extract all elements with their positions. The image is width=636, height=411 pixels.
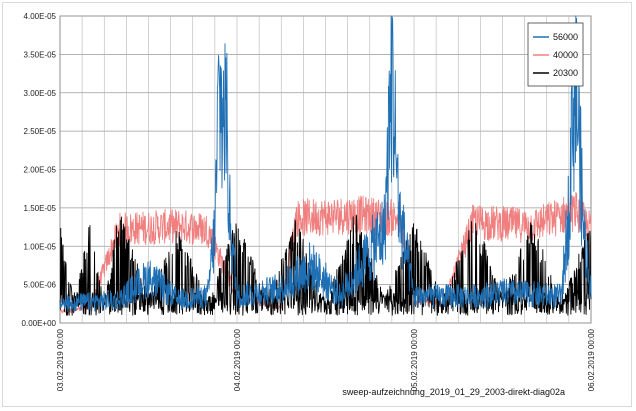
legend-label-20300: 20300 [553, 68, 578, 78]
series-line-40000 [59, 192, 592, 314]
chart-caption: sweep-aufzeichnung_2019_01_29_2003-direk… [342, 387, 565, 397]
x-tick-label: 04.02.2019 00:00 [233, 328, 242, 391]
series-layer [59, 15, 592, 316]
y-tick-label: 1.00E-05 [24, 242, 57, 251]
chart-frame: 0.00E+00 5.00E-06 1.00E-05 1.50E-05 2.00E-05… [2, 2, 632, 407]
y-tick-label: 2.50E-05 [24, 127, 57, 136]
y-tick-label: 3.00E-05 [24, 89, 57, 98]
y-tick-label: 0.00E+00 [22, 319, 57, 328]
legend-label-56000: 56000 [553, 32, 578, 42]
legend-label-40000: 40000 [553, 50, 578, 60]
y-axis-ticks: 0.00E+00 5.00E-06 1.00E-05 1.50E-05 2.00E-05… [22, 12, 57, 328]
x-tick-label: 05.02.2019 00:00 [410, 328, 419, 391]
y-tick-label: 2.00E-05 [24, 166, 57, 175]
x-tick-label: 03.02.2019 00:00 [56, 328, 65, 391]
y-tick-label: 1.50E-05 [24, 204, 57, 213]
chart-svg: 0.00E+00 5.00E-06 1.00E-05 1.50E-05 2.00E-05… [22, 12, 596, 397]
x-axis-ticks: 03.02.2019 00:00 04.02.2019 00:00 05.02.20… [56, 328, 596, 391]
series-line-56000 [59, 15, 592, 313]
x-tick-label: 06.02.2019 00:00 [587, 328, 596, 391]
y-tick-label: 4.00E-05 [24, 12, 57, 21]
y-tick-label: 5.00E-06 [24, 281, 57, 290]
legend: 56000 40000 20300 [527, 22, 584, 87]
y-tick-label: 3.50E-05 [24, 50, 57, 59]
